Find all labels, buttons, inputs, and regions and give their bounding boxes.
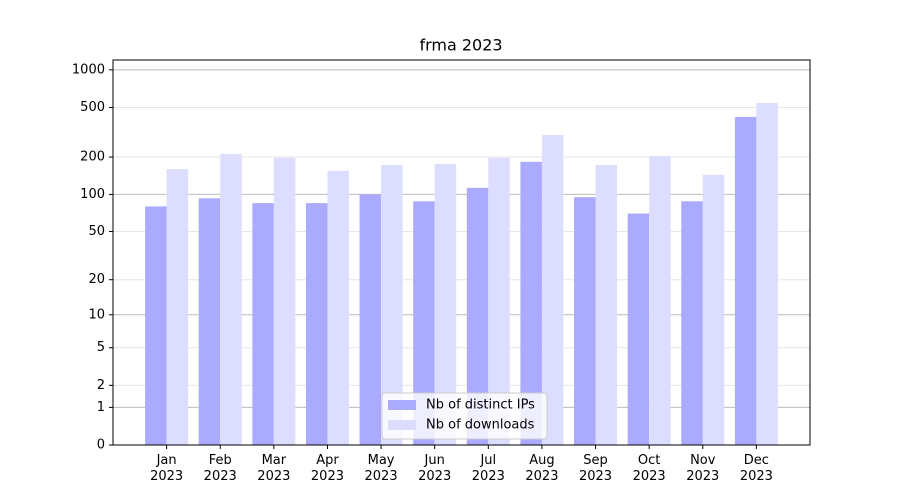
bar [520, 161, 542, 445]
y-tick-label: 5 [97, 340, 105, 355]
bar [305, 203, 328, 445]
x-tick-label: Aug 2023 [525, 453, 559, 484]
bar [756, 102, 778, 445]
y-tick-label: 100 [80, 187, 105, 202]
y-tick-label: 20 [88, 272, 105, 287]
x-tick-label: Feb 2023 [203, 453, 237, 484]
legend-swatch [388, 400, 416, 410]
y-tick-label: 0 [97, 438, 105, 453]
chart-title: frma 2023 [419, 36, 502, 55]
x-tick-label: Jul 2023 [471, 453, 505, 484]
y-tick-label: 2 [97, 378, 105, 393]
y-tick-label: 500 [80, 100, 105, 115]
bar [466, 187, 489, 445]
x-tick-label: Sep 2023 [578, 453, 613, 484]
bar [198, 198, 221, 445]
bar [649, 155, 671, 445]
x-tick-label: Dec 2023 [739, 453, 773, 484]
bar [273, 157, 296, 445]
y-tick-label: 50 [88, 224, 105, 239]
x-tick-label: Jun 2023 [418, 453, 452, 484]
x-tick-label: Oct 2023 [632, 453, 666, 484]
plot-frame [112, 59, 811, 446]
legend-label: Nb of downloads [426, 418, 535, 433]
legend-label: Nb of distinct IPs [426, 398, 535, 413]
legend-swatch [388, 420, 416, 430]
bar [327, 170, 349, 446]
bar [627, 213, 650, 445]
bar [145, 206, 167, 445]
x-tick-label: Nov 2023 [686, 453, 720, 484]
bar [252, 203, 274, 445]
y-tick-label: 200 [80, 150, 105, 165]
x-tick-label: Jan 2023 [150, 453, 184, 484]
bar [734, 116, 757, 445]
x-tick-label: Mar 2023 [257, 453, 291, 484]
bar [166, 169, 189, 445]
bar [381, 164, 403, 446]
legend-box [381, 392, 548, 440]
bar [434, 163, 457, 445]
bar [541, 134, 564, 445]
bar [681, 201, 703, 445]
bar [574, 197, 596, 445]
y-tick-label: 10 [88, 307, 105, 322]
y-tick-label: 1 [97, 400, 105, 415]
bar [595, 164, 618, 446]
bar [359, 194, 382, 445]
x-tick-label: Apr 2023 [310, 453, 344, 484]
y-tick-label: 1000 [72, 62, 105, 77]
bar [488, 157, 510, 445]
x-tick-label: May 2023 [364, 453, 398, 484]
bar [702, 174, 725, 445]
bar [220, 153, 242, 445]
bar [413, 201, 435, 445]
